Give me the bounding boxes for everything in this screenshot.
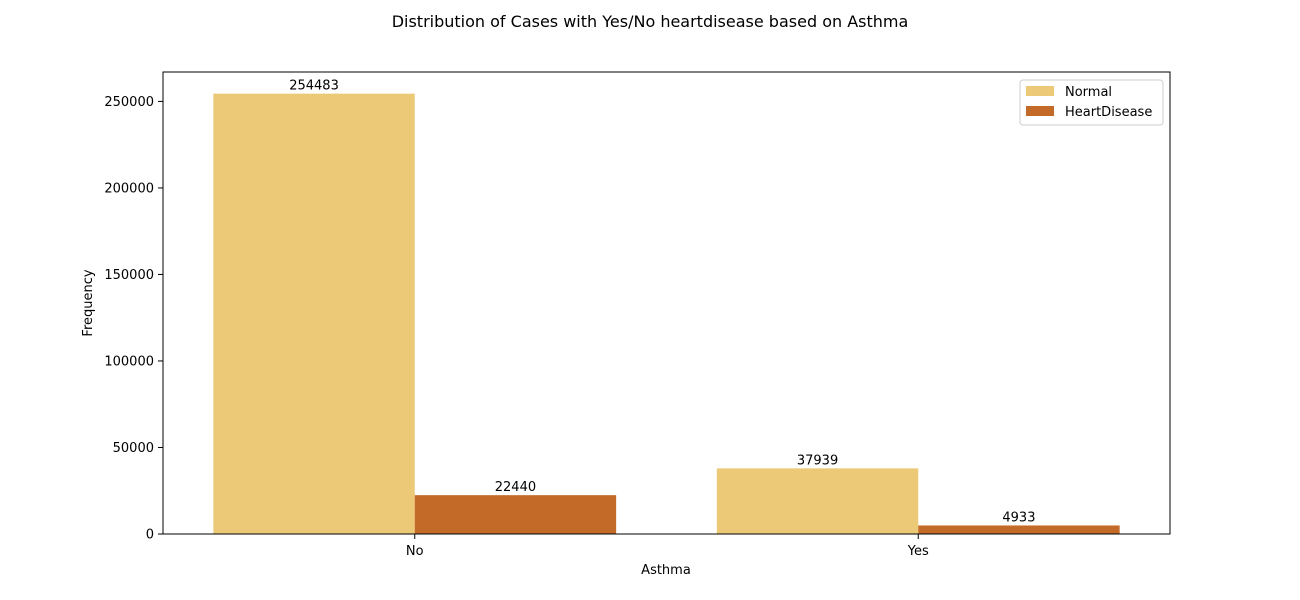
bar-no-heartdisease (414, 495, 617, 534)
legend-label: HeartDisease (1065, 105, 1152, 120)
legend: Normal HeartDisease (1019, 79, 1164, 126)
bar-yes-heartdisease (918, 525, 1120, 534)
x-tick-label: Yes (907, 544, 929, 559)
y-tick-label: 250000 (104, 95, 154, 110)
bar-no-normal (213, 93, 415, 534)
y-tick-label: 0 (146, 528, 154, 543)
bar-yes-normal (716, 468, 919, 534)
chart-title: Distribution of Cases with Yes/No heartd… (392, 12, 909, 31)
legend-swatch (1026, 106, 1054, 116)
y-tick-label: 150000 (104, 268, 154, 283)
y-axis-ticks: 0 50000 100000 150000 200000 250000 (104, 95, 163, 543)
plot-frame (162, 71, 1171, 535)
bar-labels-layer: 254483 22440 37939 4933 (289, 79, 1035, 526)
x-axis-ticks: No Yes (406, 534, 929, 559)
y-tick-label: 200000 (104, 181, 154, 196)
legend-box (1019, 79, 1164, 126)
y-axis-label: Frequency (81, 269, 96, 336)
y-tick-label: 50000 (113, 441, 154, 456)
bar-value-label: 254483 (289, 79, 339, 94)
y-tick-label: 100000 (104, 354, 154, 369)
legend-swatch (1026, 86, 1054, 96)
bar-value-label: 22440 (495, 480, 536, 495)
x-axis-label: Asthma (641, 563, 691, 578)
bars-layer (213, 93, 1120, 534)
bar-value-label: 4933 (1002, 510, 1035, 525)
x-tick-label: No (406, 544, 424, 559)
legend-label: Normal (1065, 85, 1112, 100)
bar-value-label: 37939 (797, 453, 838, 468)
